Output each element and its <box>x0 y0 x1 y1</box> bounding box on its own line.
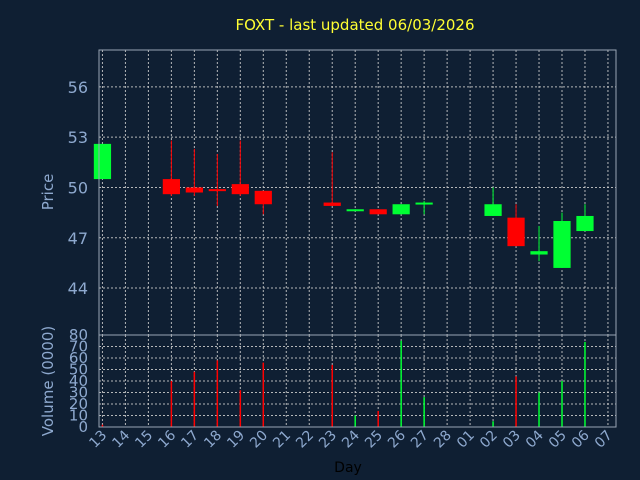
x-tick-label: 26 <box>385 427 409 451</box>
x-tick-label: 21 <box>270 428 294 452</box>
volume-bar <box>561 381 563 427</box>
volume-axis-label: Volume (0000) <box>39 326 57 436</box>
volume-y-tick-label: 60 <box>69 349 88 367</box>
x-tick-label: 16 <box>155 427 179 451</box>
candle-body <box>208 189 226 192</box>
price-candles <box>93 140 594 268</box>
x-tick-label: 23 <box>316 428 340 452</box>
volume-bar <box>216 360 219 427</box>
volume-bar <box>584 341 586 427</box>
volume-bar <box>101 424 104 427</box>
candle-body <box>346 209 364 212</box>
chart-title: FOXT - last updated 06/03/2026 <box>235 16 474 34</box>
candle-body <box>254 190 272 205</box>
x-tick-label: 17 <box>178 428 202 452</box>
candle-body <box>369 209 387 215</box>
volume-y-tick-label: 50 <box>69 361 88 379</box>
candle-body <box>231 184 249 195</box>
x-tick-label: 02 <box>477 428 501 452</box>
volume-bar <box>377 410 379 427</box>
candle-body <box>93 143 112 180</box>
volume-bar <box>262 362 265 427</box>
x-tick-label: 04 <box>523 427 547 451</box>
candle-body <box>392 204 410 215</box>
price-y-tick-label: 44 <box>68 279 88 298</box>
price-axis-label: Price <box>39 174 57 211</box>
volume-y-tick-label: 80 <box>69 326 88 344</box>
volume-bar <box>492 421 494 427</box>
price-y-tick-label: 50 <box>68 178 88 197</box>
candle-body <box>185 187 203 193</box>
candle-body <box>484 204 502 216</box>
x-axis-ticks: 13 14 15 16 17 18 19 20 21 22 23 24 25 26 27 28 01 02 03 04… <box>86 427 615 451</box>
volume-bar <box>423 397 425 427</box>
candle-body <box>576 215 594 232</box>
candle-body <box>553 221 571 268</box>
x-tick-label: 15 <box>132 428 156 452</box>
x-tick-label: 28 <box>431 428 455 452</box>
candle-body <box>415 202 433 205</box>
volume-bar <box>193 371 196 427</box>
x-tick-label: 25 <box>362 428 386 452</box>
volume-bar <box>515 376 517 427</box>
x-tick-label: 22 <box>293 428 317 452</box>
price-grid <box>99 50 616 335</box>
candle-body <box>507 217 525 247</box>
candle-body <box>323 202 341 206</box>
volume-bar <box>170 381 173 427</box>
price-y-ticks: 44 47 50 53 56 <box>68 78 88 298</box>
volume-bar <box>354 415 356 427</box>
x-tick-label: 06 <box>569 427 593 451</box>
volume-y-tick-label: 30 <box>69 384 88 402</box>
price-y-tick-label: 56 <box>68 78 88 97</box>
price-y-tick-label: 53 <box>68 128 88 147</box>
x-tick-label: 13 <box>86 428 110 452</box>
volume-y-tick-label: 0 <box>78 418 88 436</box>
x-tick-label: 07 <box>592 428 616 452</box>
x-tick-label: 05 <box>546 428 570 452</box>
price-y-tick-label: 47 <box>68 229 88 248</box>
x-axis-label: Day <box>334 460 362 476</box>
x-tick-label: 19 <box>224 428 248 452</box>
volume-y-tick-label: 70 <box>69 338 88 356</box>
x-tick-label: 14 <box>109 427 133 451</box>
volume-y-tick-label: 10 <box>69 407 88 425</box>
volume-bar <box>331 364 333 427</box>
candle-body <box>530 251 548 255</box>
volume-bar <box>538 392 540 427</box>
x-tick-label: 03 <box>500 428 524 452</box>
volume-y-tick-label: 40 <box>69 372 88 390</box>
volume-bar <box>400 340 402 427</box>
volume-y-tick-label: 20 <box>69 395 88 413</box>
volume-bars <box>101 340 586 427</box>
x-tick-label: 20 <box>247 428 271 452</box>
x-tick-label: 01 <box>454 428 478 452</box>
x-tick-label: 18 <box>201 428 225 452</box>
candle-body <box>162 179 180 195</box>
volume-panel-frame <box>98 334 617 428</box>
x-tick-label: 24 <box>339 427 363 451</box>
x-tick-label: 27 <box>408 428 432 452</box>
volume-bar <box>239 390 242 427</box>
